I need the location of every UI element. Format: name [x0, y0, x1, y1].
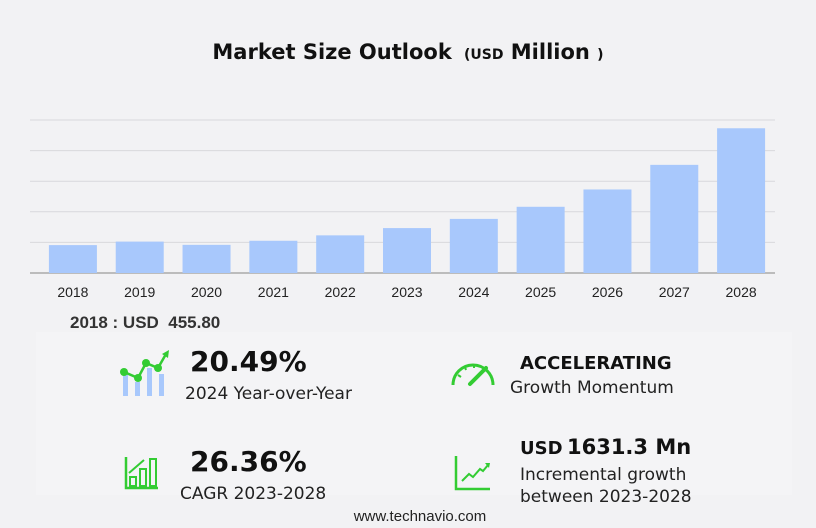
- bar-2025: [516, 206, 565, 273]
- incremental-label-2: between 2023-2028: [520, 487, 692, 507]
- x-tick-label: 2026: [592, 284, 623, 300]
- bar-2019: [115, 241, 164, 273]
- x-tick-label: 2019: [124, 284, 155, 300]
- title-unit-word: Million: [510, 40, 590, 64]
- x-tick-label: 2021: [258, 284, 289, 300]
- momentum-value: ACCELERATING: [520, 353, 672, 374]
- bar-chart: 2018 2019 2020 2021 2022 2023 2024 2025 2026 2027…: [30, 119, 775, 300]
- momentum-label: Growth Momentum: [510, 378, 674, 398]
- x-tick-label: 2024: [458, 284, 489, 300]
- bar-2018: [48, 245, 97, 273]
- x-tick-label: 2028: [726, 284, 757, 300]
- bar-2028: [717, 128, 766, 273]
- incremental-value: USD 1631.3 Mn: [520, 435, 692, 459]
- trend-line-icon: [454, 456, 490, 491]
- growth-chart-icon: [120, 350, 169, 396]
- bar-2022: [316, 235, 365, 273]
- bar-2027: [650, 164, 699, 273]
- bar-2026: [583, 189, 632, 273]
- title-close: ): [597, 47, 604, 63]
- chart-title: Market Size Outlook (USD Million ): [0, 40, 816, 64]
- bar-2021: [249, 240, 298, 273]
- incremental-label-1: Incremental growth: [520, 465, 687, 485]
- yoy-label: 2024 Year-over-Year: [185, 384, 352, 404]
- x-tick-label: 2020: [191, 284, 222, 300]
- base-year-label: 2018 : USD 455.80: [70, 313, 221, 332]
- bar-2024: [449, 218, 498, 273]
- bar-2020: [182, 244, 231, 273]
- x-tick-label: 2023: [391, 284, 422, 300]
- x-tick-label: 2027: [659, 284, 690, 300]
- bar-chart-icon: [124, 457, 158, 490]
- cagr-label: CAGR 2023-2028: [180, 484, 327, 504]
- cagr-value: 26.36%: [190, 445, 307, 478]
- yoy-value: 20.49%: [190, 345, 307, 378]
- title-main: Market Size Outlook: [212, 40, 452, 64]
- speedometer-icon: [451, 363, 495, 386]
- footer-url[interactable]: www.technavio.com: [353, 508, 487, 525]
- x-tick-label: 2025: [525, 284, 556, 300]
- title-unit: (USD: [463, 47, 504, 63]
- bar-2023: [383, 228, 431, 273]
- x-tick-label: 2022: [325, 284, 356, 300]
- x-tick-label: 2018: [57, 284, 88, 300]
